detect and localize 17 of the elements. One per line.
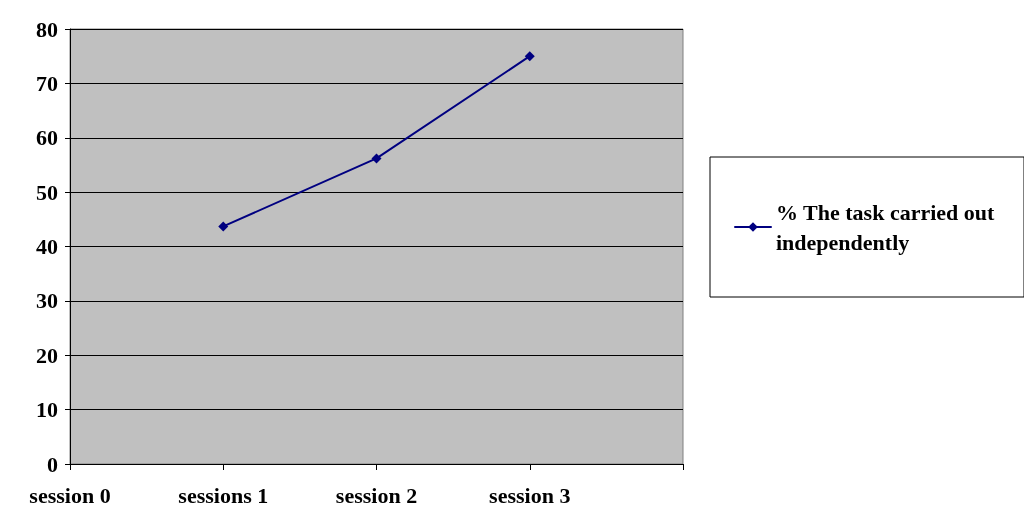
legend-label: % The task carried out independently <box>776 199 1000 255</box>
x-tick-label: session 0 <box>29 482 111 508</box>
y-tick-label: 50 <box>36 179 58 205</box>
point <box>218 221 229 232</box>
x-tick-label: session 3 <box>489 482 571 508</box>
point <box>371 153 382 164</box>
y-tick-label: 10 <box>36 397 58 423</box>
y-tick-label: 40 <box>36 234 58 259</box>
y-tick-label: 80 <box>36 16 58 42</box>
point <box>524 51 535 62</box>
x-tick-label: session 2 <box>335 482 418 508</box>
y-tick-label: 0 <box>47 451 58 477</box>
y-tick-label: 60 <box>36 125 58 151</box>
y-tick-label: 20 <box>36 342 58 368</box>
y-tick-label: 30 <box>36 288 58 314</box>
x-tick-label: sessions 1 <box>178 482 269 508</box>
y-tick-label: 70 <box>36 70 58 96</box>
